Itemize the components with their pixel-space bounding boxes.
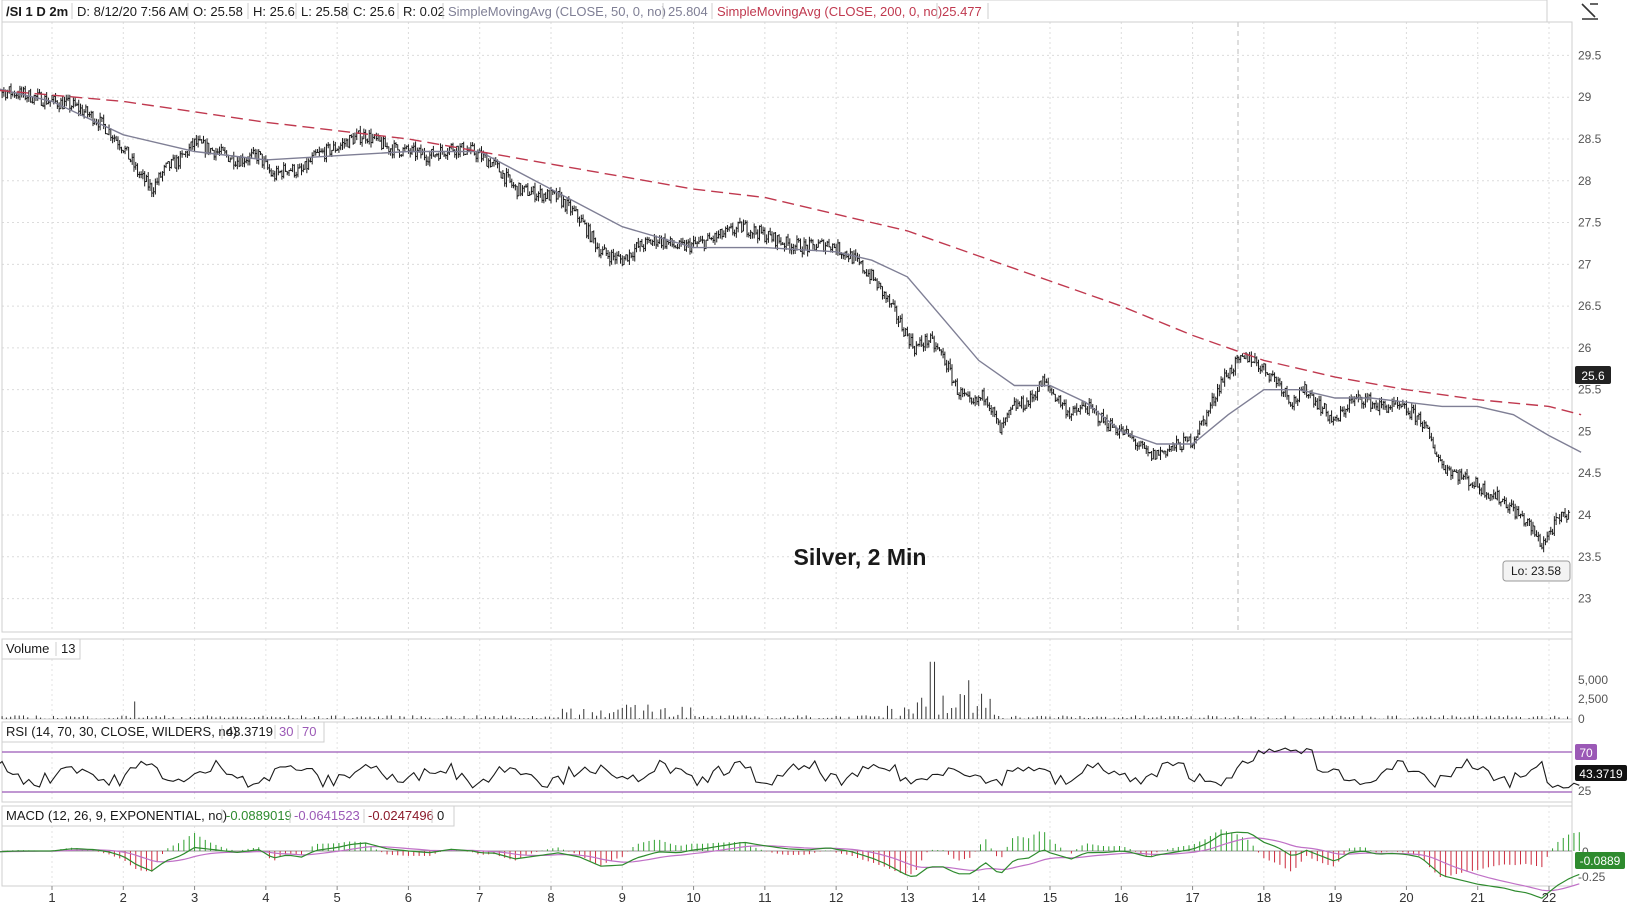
svg-text:70: 70 [1579, 746, 1593, 760]
x-tick-label: 21 [1470, 890, 1484, 905]
svg-text:-0.0247496: -0.0247496 [368, 808, 434, 823]
svg-text:13: 13 [61, 641, 75, 656]
range-label: R: 0.02 [403, 4, 445, 19]
header-legend: /SI 1 D 2m D: 8/12/20 7:56 AM O: 25.58 H… [1, 0, 1548, 23]
x-tick-label: 7 [476, 890, 483, 905]
x-tick-label: 18 [1257, 890, 1271, 905]
sub-grid [51, 639, 1550, 886]
rsi-lines [0, 747, 1580, 793]
sma200-value: 25.477 [942, 4, 982, 19]
sma50-line [0, 88, 1582, 453]
y-tick-label: 27 [1578, 257, 1592, 271]
chart-annotation: Silver, 2 Min [794, 544, 927, 570]
rsi-line [0, 747, 1580, 789]
y-tick-label: 25 [1578, 424, 1592, 438]
y-tick-label: 26 [1578, 341, 1592, 355]
x-tick-label: 4 [262, 890, 269, 905]
sma50-series [0, 88, 1582, 453]
svg-text:0: 0 [437, 808, 444, 823]
rsi-upper-tag: 70 [1575, 744, 1597, 760]
x-tick-label: 14 [971, 890, 985, 905]
volume-bars [1, 661, 1569, 719]
sma200-line [0, 89, 1582, 416]
y-axis-ticks: 29.5 29 28.5 28 27.5 27 26.5 26 25.5 25 24.5 24 23.5… [1578, 48, 1602, 605]
x-tick-label: 8 [547, 890, 554, 905]
open-label: O: 25.58 [193, 4, 243, 19]
svg-text:43.3719: 43.3719 [1579, 767, 1623, 781]
x-tick-label: 3 [191, 890, 198, 905]
close-label: C: 25.6 [353, 4, 395, 19]
sma50-label: SimpleMovingAvg (CLOSE, 50, 0, no) [448, 4, 666, 19]
svg-text:MACD (12, 26, 9, EXPONENTIAL,: MACD (12, 26, 9, EXPONENTIAL, no) [6, 808, 227, 823]
x-tick-label: 20 [1399, 890, 1413, 905]
x-tick-label: 11 [758, 890, 772, 905]
sma200-label: SimpleMovingAvg (CLOSE, 200, 0, no) [717, 4, 942, 19]
x-tick-label: 15 [1043, 890, 1057, 905]
svg-text:-0.0889: -0.0889 [1580, 854, 1621, 868]
y-tick-label: 25.5 [1578, 383, 1602, 397]
main-grid [2, 22, 1572, 632]
x-tick-label: 12 [829, 890, 843, 905]
macd-value-tag: -0.0889 [1575, 852, 1625, 869]
date-label: D: 8/12/20 7:56 AM [77, 4, 188, 19]
symbol-label: /SI 1 D 2m [6, 4, 68, 19]
y-tick-label: 29 [1578, 90, 1592, 104]
x-tick-label: 6 [405, 890, 412, 905]
svg-text:Lo: 23.58: Lo: 23.58 [1511, 564, 1561, 578]
y-tick-label: 28 [1578, 174, 1592, 188]
y-tick-label: 23.5 [1578, 550, 1602, 564]
macd-line [0, 831, 1580, 899]
svg-text:-0.0889019: -0.0889019 [226, 808, 292, 823]
x-tick-label: 22 [1542, 890, 1556, 905]
x-tick-label: 2 [120, 890, 127, 905]
svg-text:Volume: Volume [6, 641, 49, 656]
x-tick-label: 19 [1328, 890, 1342, 905]
x-tick-label: 13 [900, 890, 914, 905]
svg-text:-0.0641523: -0.0641523 [294, 808, 360, 823]
x-tick-label: 9 [619, 890, 626, 905]
y-tick-label: 28.5 [1578, 132, 1602, 146]
x-tick-label: 5 [334, 890, 341, 905]
low-label: L: 25.58 [301, 4, 348, 19]
volume-legend: Volume 13 [1, 638, 81, 660]
macd-signal-line [0, 837, 1580, 892]
x-tick-label: 1 [48, 890, 55, 905]
low-price-tag: Lo: 23.58 [1502, 560, 1571, 582]
last-price-tag: 25.6 [1575, 366, 1611, 384]
y-tick-label: 24 [1578, 508, 1592, 522]
svg-text:70: 70 [302, 724, 316, 739]
svg-text:43.3719: 43.3719 [226, 724, 273, 739]
svg-text:30: 30 [279, 724, 293, 739]
y-tick-label: 27.5 [1578, 216, 1602, 230]
x-tick-label: 17 [1185, 890, 1199, 905]
high-label: H: 25.6 [253, 4, 295, 19]
volume-tick-0: 0 [1578, 712, 1585, 726]
x-tick-label: 10 [686, 890, 700, 905]
collapse-icon[interactable] [1578, 2, 1600, 20]
price-series [1, 83, 1571, 553]
sma200-series [0, 89, 1582, 416]
rsi-legend: RSI (14, 70, 30, CLOSE, WILDERS, no) 43.… [1, 721, 325, 743]
volume-tick-5000: 5,000 [1578, 673, 1608, 687]
macd-tick-neg: -0.25 [1578, 870, 1606, 884]
sma50-value: 25.804 [668, 4, 708, 19]
macd-lines [0, 829, 1580, 899]
rsi-tick-25: 25 [1578, 784, 1592, 798]
y-tick-label: 26.5 [1578, 299, 1602, 313]
svg-text:RSI (14, 70, 30, CLOSE, WILDER: RSI (14, 70, 30, CLOSE, WILDERS, no) [6, 724, 237, 739]
y-tick-label: 29.5 [1578, 48, 1602, 62]
y-tick-label: 23 [1578, 592, 1592, 606]
rsi-value-tag: 43.3719 [1575, 765, 1627, 781]
y-tick-label: 24.5 [1578, 466, 1602, 480]
svg-text:25.6: 25.6 [1581, 369, 1605, 383]
volume-tick-2500: 2,500 [1578, 692, 1608, 706]
macd-legend: MACD (12, 26, 9, EXPONENTIAL, no) -0.088… [1, 805, 455, 827]
x-axis-ticks: 012345678910111213141516171819202122 [48, 886, 1556, 905]
x-tick-label: 16 [1114, 890, 1128, 905]
